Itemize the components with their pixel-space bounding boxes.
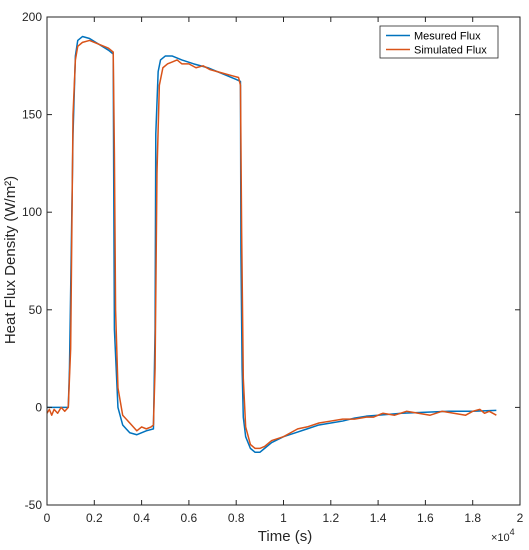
legend-label-measured: Mesured Flux	[414, 31, 481, 43]
y-tick-label: -50	[25, 498, 43, 512]
y-tick-label: 50	[29, 303, 43, 317]
legend-box	[379, 25, 499, 59]
legend-label-simulated: Simulated Flux	[414, 45, 487, 57]
y-tick-label: 0	[35, 400, 42, 414]
x-tick-label: 2	[517, 511, 524, 525]
x-axis-multiplier: ×104	[491, 527, 515, 544]
x-axis-ticks: 0 0.2 0.4 0.6 0.8 1 1.2 1.4 1.6 1.8 2	[44, 17, 524, 525]
plot-area	[47, 17, 520, 505]
x-axis-multiplier-exponent: 4	[510, 527, 515, 537]
x-tick-label: 1.2	[322, 511, 339, 525]
y-axis-label: Heat Flux Density (W/m²)	[2, 176, 19, 344]
y-tick-label: 150	[22, 108, 42, 122]
x-tick-label: 0.8	[228, 511, 245, 525]
x-tick-label: 0.2	[86, 511, 103, 525]
x-tick-label: 0	[44, 511, 51, 525]
x-tick-label: 1.8	[464, 511, 481, 525]
x-tick-label: 1	[280, 511, 287, 525]
x-tick-label: 0.4	[133, 511, 150, 525]
x-axis-multiplier-base: ×10	[491, 532, 510, 544]
x-axis-label: Time (s)	[258, 528, 312, 545]
series-line-1	[46, 39, 497, 450]
series-layer	[46, 35, 497, 454]
y-tick-label: 100	[22, 205, 42, 219]
x-tick-label: 1.4	[370, 511, 387, 525]
legend: Mesured Flux Simulated Flux	[379, 25, 499, 59]
x-tick-label: 1.6	[417, 511, 434, 525]
y-axis-ticks: -50 0 50 100 150 200	[22, 10, 520, 512]
y-tick-label: 200	[22, 10, 42, 24]
x-tick-label: 0.6	[181, 511, 198, 525]
